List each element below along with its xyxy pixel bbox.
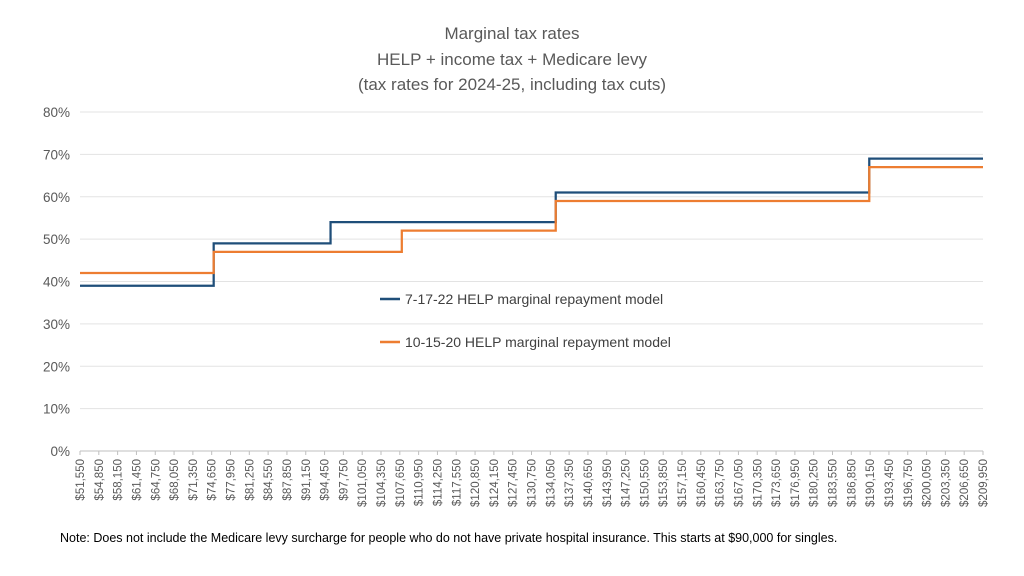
x-tick-label: $51,550 (75, 459, 87, 501)
y-tick-label: 10% (43, 402, 70, 417)
x-tick-label: $120,850 (470, 459, 482, 507)
x-tick-label: $84,550 (263, 459, 275, 501)
legend-label: 10-15-20 HELP marginal repayment model (405, 334, 671, 350)
x-tick-label: $124,150 (489, 459, 501, 507)
x-tick-label: $58,150 (113, 459, 125, 501)
y-tick-label: 30% (43, 317, 70, 332)
x-tick-label: $173,650 (771, 459, 783, 507)
gridlines (80, 111, 983, 452)
x-tick-label: $137,350 (564, 459, 576, 507)
x-tick-label: $163,750 (715, 459, 727, 507)
y-tick-label: 80% (43, 105, 70, 120)
x-tick-label: $104,350 (376, 459, 388, 507)
x-tick-label: $71,350 (188, 459, 200, 501)
x-tick-label: $117,550 (451, 459, 463, 506)
x-tick-label: $101,050 (357, 459, 369, 507)
x-tick-label: $190,150 (865, 459, 877, 507)
legend: 7-17-22 HELP marginal repayment model 10-… (380, 291, 671, 350)
x-tick-label: $91,150 (301, 459, 313, 501)
y-tick-label: 50% (43, 232, 70, 247)
x-tick-label: $87,850 (282, 459, 294, 501)
chart-title-line: Marginal tax rates (444, 24, 579, 43)
series-line (80, 165, 983, 275)
y-tick-label: 60% (43, 190, 70, 205)
x-tick-label: $167,050 (733, 459, 745, 507)
x-tick-label: $147,250 (621, 459, 633, 507)
series-line (80, 157, 983, 287)
x-tick-label: $68,050 (169, 459, 181, 501)
x-tick-label: $150,550 (639, 459, 651, 507)
x-tick-label: $203,350 (940, 459, 952, 507)
x-tick-label: $81,250 (244, 459, 256, 501)
x-tick-label: $127,450 (508, 459, 520, 507)
x-tick-label: $140,650 (583, 459, 595, 507)
chart-title: Marginal tax rates HELP + income tax + Me… (358, 24, 666, 94)
x-tick-label: $206,650 (959, 459, 971, 507)
y-axis: 0% 10% 20% 30% 40% 50% 60% 70% 80% (43, 105, 70, 459)
y-tick-label: 70% (43, 147, 70, 162)
x-tick-label: $134,050 (545, 459, 557, 507)
x-tick-label: $176,950 (790, 459, 802, 507)
y-tick-label: 0% (50, 444, 70, 459)
x-tick-label: $77,950 (226, 459, 238, 501)
x-tick-label: $94,450 (320, 459, 332, 501)
legend-label: 7-17-22 HELP marginal repayment model (405, 291, 663, 307)
y-tick-label: 20% (43, 359, 70, 374)
series (80, 157, 983, 287)
x-tick-label: $107,650 (395, 459, 407, 507)
x-tick-label: $157,150 (677, 459, 689, 507)
x-tick-label: $54,850 (94, 459, 106, 501)
x-tick-label: $74,650 (207, 459, 219, 501)
x-tick-label: $180,250 (809, 459, 821, 507)
x-axis: $51,550 $54,850 $58,150 $61,450 $64,750 $68,0… (75, 451, 990, 507)
x-tick-label: $193,450 (884, 459, 896, 507)
x-tick-label: $209,950 (978, 459, 990, 507)
x-tick-label: $61,450 (131, 459, 143, 501)
x-tick-label: $196,750 (903, 459, 915, 507)
x-tick-label: $153,850 (658, 459, 670, 507)
y-tick-label: 40% (43, 275, 70, 290)
x-tick-label: $130,750 (527, 459, 539, 507)
x-tick-label: $186,850 (846, 459, 858, 507)
x-tick-label: $183,550 (828, 459, 840, 507)
chart-title-line: (tax rates for 2024-25, including tax cu… (358, 75, 666, 94)
x-tick-label: $143,950 (602, 459, 614, 507)
x-tick-label: $170,350 (752, 459, 764, 507)
x-tick-label: $110,950 (414, 459, 426, 506)
x-tick-label: $97,750 (338, 459, 350, 501)
chart-title-line: HELP + income tax + Medicare levy (377, 50, 647, 69)
x-tick-label: $114,250 (432, 459, 444, 506)
footnote: Note: Does not include the Medicare levy… (60, 531, 838, 545)
x-tick-label: $64,750 (150, 459, 162, 501)
x-tick-label: $160,450 (696, 459, 708, 507)
x-tick-label: $200,050 (922, 459, 934, 507)
